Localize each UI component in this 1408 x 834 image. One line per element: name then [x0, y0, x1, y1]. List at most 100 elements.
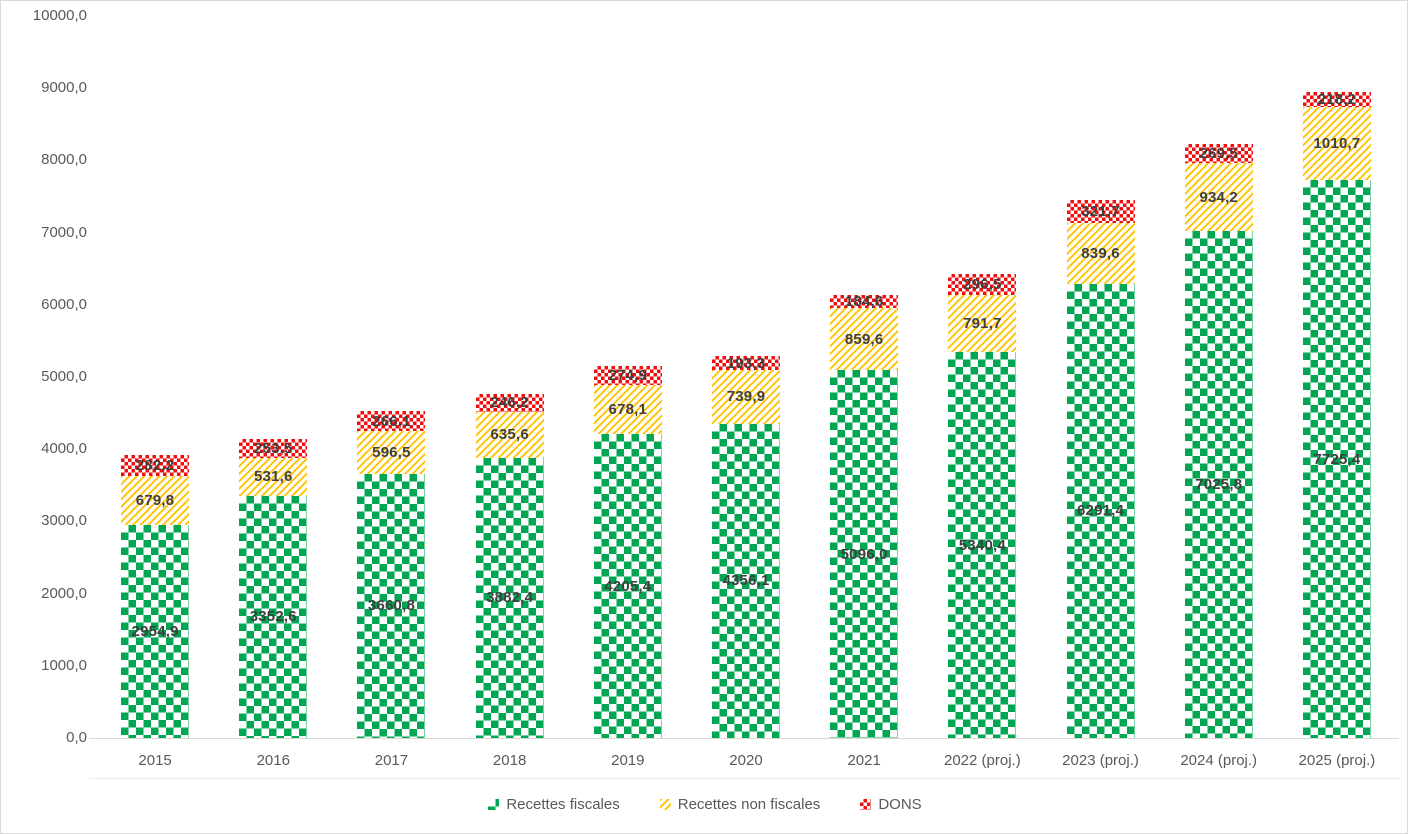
bar-segment-recettes-non-fiscales: 791,7 — [948, 295, 1017, 353]
segment-value-label: 678,1 — [608, 401, 648, 419]
segment-value-label: 7725,4 — [1313, 450, 1361, 468]
legend-swatch-recettes-fiscales — [488, 798, 500, 810]
segment-value-label: 274,9 — [608, 367, 648, 384]
bar-segment-dons: 296,5 — [948, 273, 1017, 296]
segment-value-label: 839,6 — [1081, 244, 1120, 262]
bar-segment-recettes-non-fiscales: 739,9 — [712, 370, 780, 424]
segment-value-label: 3660,8 — [367, 597, 415, 615]
legend-item-dons: DONS — [860, 795, 922, 813]
segment-value-label: 3882,4 — [486, 589, 534, 607]
bar-segment-dons: 269,5 — [1184, 143, 1253, 164]
x-axis-label: 2022 (proj.) — [943, 752, 1021, 769]
bar-segment-dons: 282,2 — [121, 455, 190, 476]
x-axis-label: 2018 — [492, 752, 527, 769]
bar-segment-recettes-non-fiscales: 531,6 — [239, 457, 308, 496]
segment-value-label: 5096,0 — [840, 545, 888, 563]
segment-value-label: 635,6 — [490, 426, 529, 444]
y-tick-label: 7000,0 — [41, 223, 87, 241]
bar-segment-recettes-non-fiscales: 839,6 — [1066, 223, 1135, 284]
segment-value-label: 253,5 — [253, 439, 293, 457]
y-tick-label: 9000,0 — [41, 79, 87, 97]
bar-segment-recettes-fiscales: 3882,4 — [475, 457, 544, 738]
segment-value-label: 531,6 — [253, 468, 293, 486]
x-axis-label: 2020 — [729, 752, 763, 769]
segment-value-label: 791,7 — [963, 315, 1002, 333]
legend-label: Recettes non fiscales — [677, 795, 821, 813]
bar-segment-recettes-non-fiscales: 934,2 — [1184, 163, 1253, 231]
legend-swatch-recettes-non-fiscales — [659, 798, 671, 810]
x-axis-label: 2025 (proj.) — [1298, 752, 1376, 769]
legend: Recettes fiscales Recettes non fiscales DO… — [1, 791, 1407, 817]
legend-item-recettes-fiscales: Recettes fiscales — [488, 795, 620, 813]
bar-segment-recettes-non-fiscales: 635,6 — [475, 411, 544, 458]
bar-segment-recettes-fiscales: 7025,8 — [1184, 230, 1253, 738]
bar-segment-dons: 218,2 — [1302, 90, 1371, 108]
x-axis-label: 2019 — [611, 752, 645, 769]
bar-segment-recettes-non-fiscales: 1010,7 — [1302, 107, 1371, 181]
y-tick-label: 3000,0 — [41, 512, 87, 530]
x-axis-line — [89, 738, 1399, 739]
bar-segment-recettes-fiscales: 3352,6 — [239, 495, 308, 738]
bar-segment-dons: 246,2 — [475, 394, 544, 412]
legend-swatch-dons — [860, 798, 872, 810]
plot-area: 2954,9 679,8 282,2 3352,6 531,6 253,5 3660,8 59… — [96, 16, 1396, 738]
segment-value-label: 6291,4 — [1076, 502, 1125, 520]
bar-segment-recettes-fiscales: 4356,1 — [712, 423, 780, 738]
y-tick-label: 10000,0 — [32, 7, 87, 24]
bar-segment-recettes-fiscales: 2954,9 — [121, 524, 190, 738]
segment-value-label: 596,5 — [372, 443, 411, 461]
legend-label: Recettes fiscales — [506, 795, 620, 813]
segment-value-label: 859,6 — [844, 330, 884, 348]
bar-segment-dons: 184,6 — [830, 292, 899, 310]
segment-value-label: 739,9 — [726, 388, 766, 406]
y-tick-label: 4000,0 — [41, 440, 87, 458]
segment-value-label: 934,2 — [1199, 188, 1238, 206]
x-axis-label: 2024 (proj.) — [1180, 752, 1258, 769]
segment-value-label: 321,7 — [1081, 203, 1120, 221]
segment-value-label: 269,5 — [1199, 145, 1238, 163]
segment-value-label: 4205,4 — [604, 577, 652, 595]
segment-value-label: 246,2 — [490, 394, 529, 412]
y-tick-label: 8000,0 — [41, 151, 87, 169]
segment-value-label: 193,3 — [726, 354, 766, 372]
y-tick-label: 2000,0 — [41, 584, 87, 602]
legend-item-recettes-non-fiscales: Recettes non fiscales — [659, 795, 821, 813]
x-axis-label: 2021 — [847, 752, 881, 769]
bar-segment-recettes-non-fiscales: 596,5 — [357, 430, 426, 474]
y-tick-label: 5000,0 — [41, 368, 87, 385]
segment-value-label: 7025,8 — [1195, 475, 1243, 493]
segment-value-label: 218,2 — [1317, 90, 1357, 108]
bar-segment-recettes-fiscales: 5340,4 — [948, 352, 1017, 738]
segment-value-label: 266,1 — [372, 412, 411, 430]
bar-segment-recettes-fiscales: 5096,0 — [830, 370, 899, 738]
bar-segment-recettes-non-fiscales: 678,1 — [593, 385, 662, 435]
segment-value-label: 679,8 — [135, 491, 175, 509]
x-axis-label: 2017 — [374, 752, 409, 769]
bar-segment-recettes-fiscales: 7725,4 — [1302, 180, 1371, 738]
bar-segment-dons: 321,7 — [1066, 199, 1135, 224]
legend-label: DONS — [878, 795, 922, 813]
segment-value-label: 4356,1 — [722, 572, 770, 590]
y-tick-label: 0,0 — [66, 729, 87, 746]
bar-segment-recettes-fiscales: 4205,4 — [593, 434, 662, 738]
bar-segment-dons: 193,3 — [712, 354, 780, 372]
axis-separator-line — [89, 778, 1401, 779]
bar-segment-dons: 253,5 — [239, 439, 308, 458]
x-axis-label: 2015 — [138, 752, 172, 769]
segment-value-label: 184,6 — [844, 292, 884, 310]
bar-segment-recettes-non-fiscales: 859,6 — [830, 308, 899, 371]
segment-value-label: 296,5 — [963, 276, 1002, 294]
x-axis-label: 2023 (proj.) — [1062, 752, 1139, 769]
y-tick-label: 1000,0 — [41, 656, 87, 674]
segment-value-label: 282,2 — [135, 456, 175, 474]
bar-segment-dons: 266,1 — [357, 411, 426, 431]
bar-segment-recettes-fiscales: 3660,8 — [357, 473, 426, 738]
segment-value-label: 1010,7 — [1313, 135, 1361, 153]
bar-segment-dons: 274,9 — [593, 365, 662, 386]
segment-value-label: 3352,6 — [249, 608, 297, 626]
segment-value-label: 5340,4 — [958, 536, 1006, 554]
y-tick-label: 6000,0 — [41, 295, 87, 313]
bar-segment-recettes-fiscales: 6291,4 — [1066, 283, 1135, 738]
segment-value-label: 2954,9 — [131, 622, 179, 640]
